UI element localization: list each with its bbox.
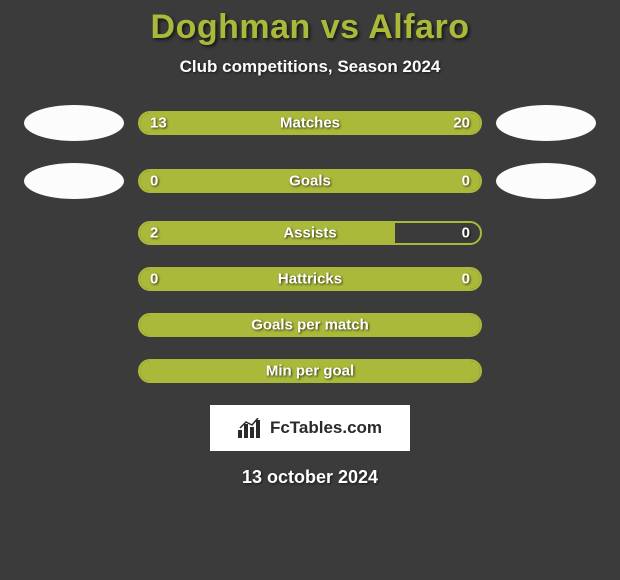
- stat-value-left: 13: [150, 115, 167, 132]
- stat-label: Hattricks: [278, 271, 342, 288]
- stat-value-right: 0: [462, 225, 470, 242]
- player-left-avatar: [24, 105, 124, 141]
- player-left-avatar: [24, 163, 124, 199]
- player-right-avatar: [496, 105, 596, 141]
- logo-box: FcTables.com: [210, 405, 410, 451]
- stat-row: 0 0 Hattricks: [0, 267, 620, 291]
- stat-bar: Goals per match: [138, 313, 482, 337]
- stat-value-left: 0: [150, 271, 158, 288]
- stat-label: Goals per match: [251, 317, 369, 334]
- bar-chart-icon: [238, 418, 264, 438]
- stat-row: 2 0 Assists: [0, 221, 620, 245]
- stat-value-right: 0: [462, 271, 470, 288]
- stat-bar: 0 0 Goals: [138, 169, 482, 193]
- stat-bar: 0 0 Hattricks: [138, 267, 482, 291]
- stat-label: Assists: [283, 225, 336, 242]
- stat-bar-fill-right: [310, 171, 480, 191]
- subtitle: Club competitions, Season 2024: [0, 57, 620, 77]
- logo-text: FcTables.com: [270, 418, 382, 438]
- stat-row: Goals per match: [0, 313, 620, 337]
- stat-row: Min per goal: [0, 359, 620, 383]
- stat-bar-fill-left: [140, 223, 395, 243]
- stat-label: Goals: [289, 173, 331, 190]
- stats-rows: 1320Matches00Goals20Assists00HattricksGo…: [0, 105, 620, 383]
- comparison-infographic: Doghman vs Alfaro Club competitions, Sea…: [0, 0, 620, 488]
- date-text: 13 october 2024: [0, 467, 620, 488]
- stat-value-right: 0: [462, 173, 470, 190]
- stat-value-left: 2: [150, 225, 158, 242]
- stat-value-right: 20: [453, 115, 470, 132]
- stat-bar: 13 20 Matches: [138, 111, 482, 135]
- stat-bar: 2 0 Assists: [138, 221, 482, 245]
- page-title: Doghman vs Alfaro: [0, 8, 620, 47]
- stat-value-left: 0: [150, 173, 158, 190]
- stat-row: 0 0 Goals: [0, 163, 620, 199]
- stat-row: 13 20 Matches: [0, 105, 620, 141]
- player-right-avatar: [496, 163, 596, 199]
- stat-label: Matches: [280, 115, 340, 132]
- stat-label: Min per goal: [266, 363, 354, 380]
- stat-bar-fill-left: [140, 171, 310, 191]
- stat-bar: Min per goal: [138, 359, 482, 383]
